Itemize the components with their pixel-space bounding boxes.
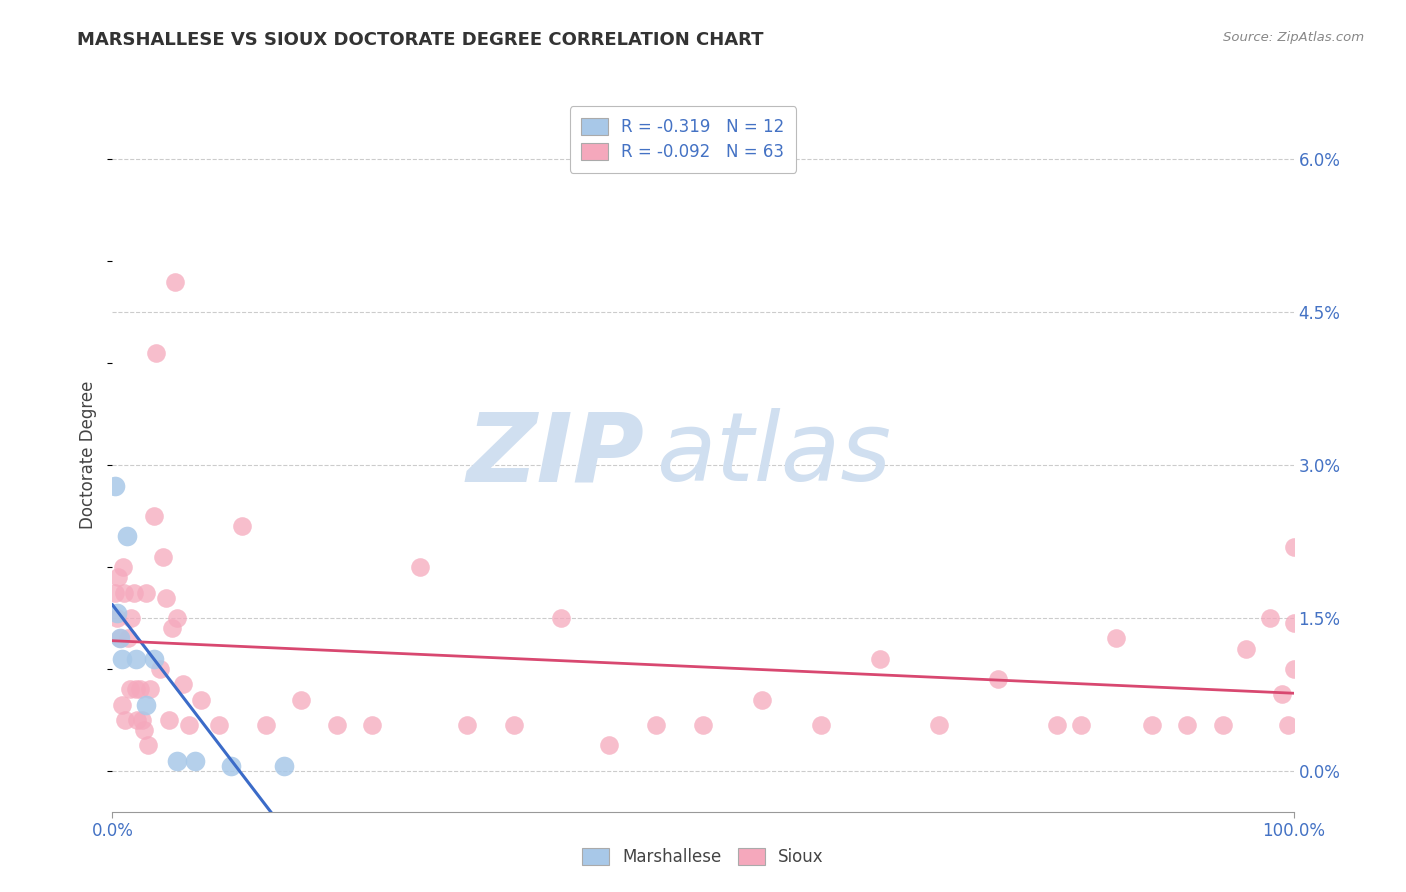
Point <box>166 611 188 625</box>
Point <box>122 585 145 599</box>
Point <box>326 718 349 732</box>
Point <box>107 570 129 584</box>
Point <box>231 519 253 533</box>
Point <box>139 682 162 697</box>
Point <box>135 698 157 712</box>
Point <box>117 632 139 646</box>
Point <box>1282 662 1305 676</box>
Point <box>108 632 131 646</box>
Point <box>254 718 277 732</box>
Point <box>1277 718 1299 732</box>
Point <box>179 718 201 732</box>
Point <box>145 346 167 360</box>
Point <box>1140 718 1163 732</box>
Point <box>810 718 832 732</box>
Point <box>692 718 714 732</box>
Point <box>105 606 128 620</box>
Point <box>142 509 165 524</box>
Text: Source: ZipAtlas.com: Source: ZipAtlas.com <box>1223 31 1364 45</box>
Point <box>157 713 180 727</box>
Point <box>644 718 666 732</box>
Point <box>987 672 1010 686</box>
Legend: Marshallese, Sioux: Marshallese, Sioux <box>574 840 832 875</box>
Text: atlas: atlas <box>655 409 891 501</box>
Point <box>184 754 207 768</box>
Point <box>190 692 212 706</box>
Point <box>1046 718 1069 732</box>
Point <box>1212 718 1234 732</box>
Point <box>1234 641 1257 656</box>
Point <box>928 718 950 732</box>
Point <box>208 718 231 732</box>
Point <box>751 692 773 706</box>
Point <box>142 652 165 666</box>
Point <box>112 560 135 574</box>
Point <box>290 692 312 706</box>
Point <box>112 585 135 599</box>
Point <box>114 713 136 727</box>
Point <box>125 652 148 666</box>
Point <box>127 713 149 727</box>
Point <box>149 662 172 676</box>
Point <box>134 723 156 738</box>
Point <box>550 611 572 625</box>
Point <box>155 591 177 605</box>
Text: MARSHALLESE VS SIOUX DOCTORATE DEGREE CORRELATION CHART: MARSHALLESE VS SIOUX DOCTORATE DEGREE CO… <box>77 31 763 49</box>
Point <box>1105 632 1128 646</box>
Point <box>1271 688 1294 702</box>
Point <box>456 718 478 732</box>
Point <box>172 677 194 691</box>
Point <box>125 682 148 697</box>
Point <box>135 585 157 599</box>
Point <box>1258 611 1281 625</box>
Point <box>869 652 891 666</box>
Point <box>273 759 295 773</box>
Point <box>165 275 187 289</box>
Point <box>120 611 142 625</box>
Point <box>111 698 134 712</box>
Point <box>128 682 150 697</box>
Point <box>1282 616 1305 631</box>
Point <box>503 718 526 732</box>
Point <box>166 754 188 768</box>
Point <box>152 549 174 564</box>
Point <box>115 529 138 543</box>
Point <box>105 611 128 625</box>
Point <box>104 478 127 492</box>
Y-axis label: Doctorate Degree: Doctorate Degree <box>79 381 97 529</box>
Point <box>1282 540 1305 554</box>
Point <box>108 632 131 646</box>
Point <box>131 713 153 727</box>
Point <box>136 739 159 753</box>
Point <box>1070 718 1092 732</box>
Point <box>104 585 127 599</box>
Point <box>160 621 183 635</box>
Point <box>120 682 142 697</box>
Point <box>111 652 134 666</box>
Point <box>408 560 430 574</box>
Text: ZIP: ZIP <box>465 409 644 501</box>
Point <box>361 718 384 732</box>
Point <box>219 759 242 773</box>
Point <box>598 739 620 753</box>
Point <box>1175 718 1198 732</box>
